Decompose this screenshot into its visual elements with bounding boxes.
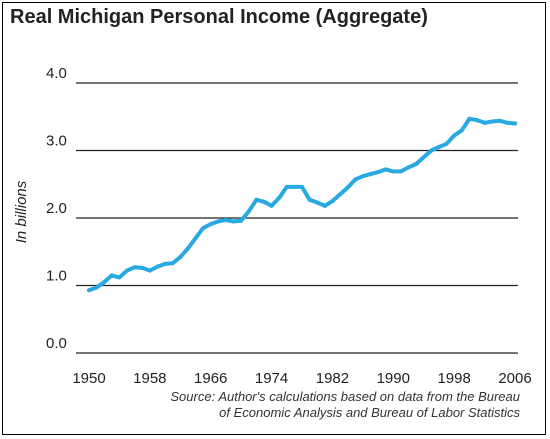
data-point-1979 (307, 197, 312, 202)
data-point-1985 (353, 177, 358, 182)
gridlines (76, 82, 518, 354)
data-point-1970 (239, 218, 244, 223)
data-point-1954 (117, 275, 122, 280)
x-tick-label: 1958 (133, 370, 166, 387)
data-point-2002 (482, 120, 487, 125)
data-point-1967 (216, 219, 221, 224)
data-point-1997 (444, 141, 449, 146)
data-point-1955 (125, 268, 130, 273)
data-point-1995 (429, 148, 434, 153)
x-tick-label: 2006 (498, 370, 531, 387)
data-point-1966 (208, 222, 213, 227)
y-tick-label: 2.0 (46, 200, 67, 217)
data-point-1973 (261, 199, 266, 204)
x-tick-label: 1998 (437, 370, 470, 387)
data-point-1960 (163, 261, 168, 266)
data-point-1950 (87, 288, 91, 293)
y-tick-label: 0.0 (46, 335, 67, 352)
data-point-1993 (414, 162, 419, 166)
data-point-1999 (459, 128, 464, 133)
source-note: Source: Author's calculations based on d… (100, 389, 520, 421)
data-point-1953 (109, 273, 114, 278)
data-point-1989 (383, 167, 388, 172)
data-point-1998 (452, 133, 457, 138)
data-point-1965 (201, 226, 206, 231)
data-point-2004 (497, 118, 502, 123)
data-point-1971 (246, 209, 251, 214)
data-point-1996 (436, 145, 441, 150)
data-point-1980 (315, 200, 320, 205)
chart-title: Real Michigan Personal Income (Aggregate… (10, 6, 428, 28)
data-point-1987 (368, 172, 373, 177)
x-tick-labels: 1950 1958 1966 1974 1982 1990 1998 2006 (72, 370, 531, 387)
x-tick-label: 1974 (255, 370, 288, 387)
data-point-1978 (300, 184, 304, 189)
data-point-1969 (231, 219, 236, 224)
y-tick-label: 4.0 (46, 65, 67, 82)
data-point-1968 (223, 218, 228, 223)
data-point-1986 (360, 174, 365, 179)
x-tick-label: 1950 (72, 370, 105, 387)
data-point-1952 (102, 280, 107, 285)
source-line-2: of Economic Analysis and Bureau of Labor… (219, 405, 520, 420)
data-point-1963 (185, 246, 190, 251)
data-point-2000 (467, 116, 472, 121)
data-point-2005 (505, 120, 510, 125)
data-point-1961 (170, 261, 175, 266)
source-line-1: Source: Author's calculations based on d… (170, 389, 520, 404)
data-point-1994 (421, 155, 426, 160)
data-point-1972 (254, 197, 259, 202)
data-point-1962 (178, 255, 183, 260)
y-tick-labels: 0.0 1.0 2.0 3.0 4.0 (46, 65, 67, 352)
data-point-2006 (513, 121, 517, 126)
data-point-1956 (132, 265, 137, 270)
x-tick-label: 1966 (194, 370, 227, 387)
data-point-1959 (155, 264, 160, 269)
data-point-1958 (147, 268, 152, 273)
y-axis-label: In billions (13, 180, 30, 243)
data-point-1974 (269, 203, 274, 208)
data-point-1983 (338, 192, 343, 197)
income-series-line (87, 116, 517, 293)
data-point-1991 (398, 169, 403, 174)
data-point-1977 (292, 184, 297, 189)
data-point-2001 (474, 118, 479, 123)
data-point-1990 (391, 169, 396, 174)
data-point-1975 (277, 195, 282, 200)
data-point-1976 (284, 184, 289, 189)
data-point-1984 (345, 185, 350, 190)
data-point-1951 (94, 285, 99, 290)
data-points (87, 116, 517, 293)
data-point-2003 (490, 119, 495, 124)
data-point-1988 (376, 170, 381, 175)
y-tick-label: 1.0 (46, 268, 67, 285)
x-tick-label: 1990 (377, 370, 410, 387)
x-tick-label: 1982 (316, 370, 349, 387)
data-point-1964 (193, 236, 198, 241)
data-point-1981 (322, 203, 327, 208)
data-point-1957 (140, 265, 145, 270)
y-tick-label: 3.0 (46, 133, 67, 150)
data-point-1992 (406, 165, 411, 170)
data-point-1982 (330, 199, 335, 204)
